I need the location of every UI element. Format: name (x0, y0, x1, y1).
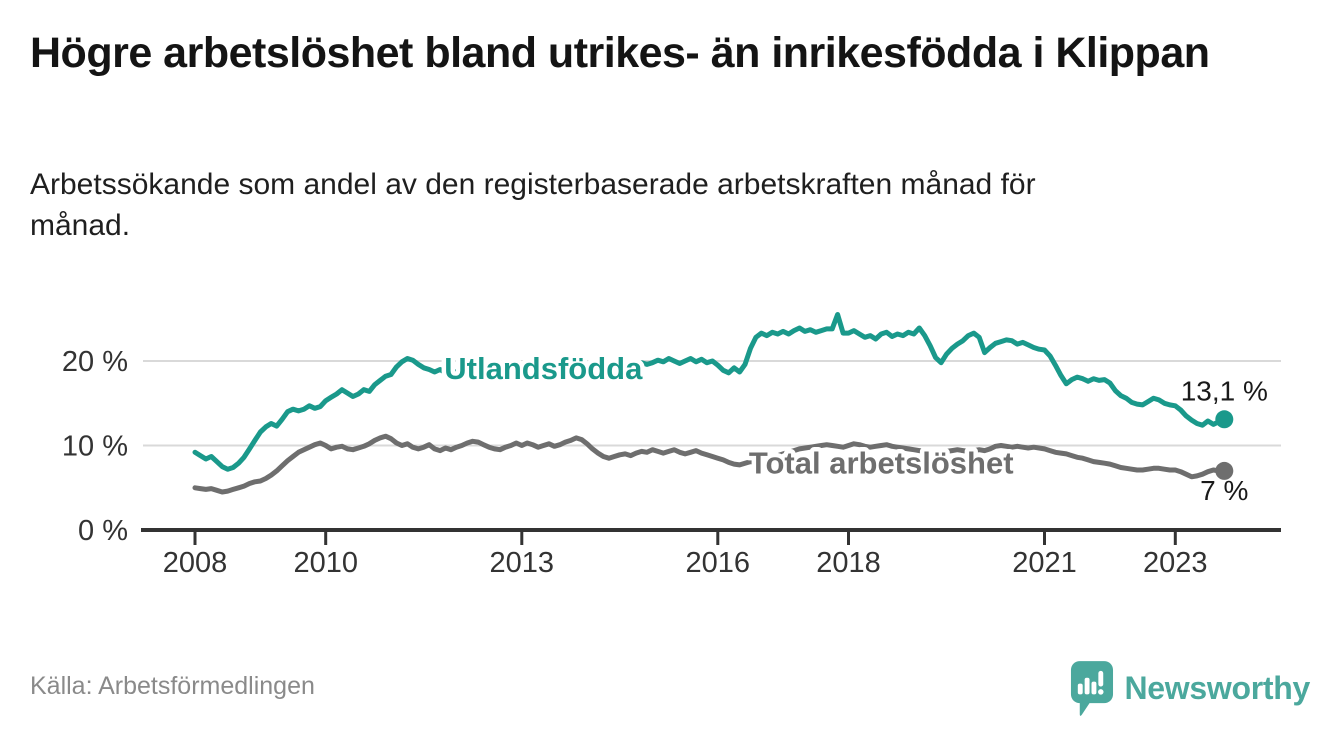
y-tick-label-20: 20 % (62, 346, 128, 378)
newsworthy-logo: Newsworthy (1069, 660, 1311, 716)
y-tick-label-10: 10 % (62, 431, 128, 463)
series-end-value-utlandsfodda: 13,1 % (1181, 375, 1268, 406)
source-note: Källa: Arbetsförmedlingen (30, 672, 315, 700)
page-subtitle: Arbetssökande som andel av den registerb… (30, 168, 1036, 243)
x-tick-label-2016: 2016 (686, 547, 751, 579)
series-end-dot-utlandsfodda (1215, 410, 1234, 429)
series-end-value-total-arbetsloshet: 7 % (1200, 475, 1248, 506)
x-tick-label-2010: 2010 (293, 547, 358, 579)
x-tick-label-2023: 2023 (1143, 547, 1208, 579)
x-tick-label-2013: 2013 (490, 547, 555, 579)
x-tick-label-2008: 2008 (163, 547, 228, 579)
series-end-dot-total-arbetsloshet (1215, 461, 1234, 480)
series-line-total-arbetsloshet (192, 433, 1227, 495)
page-title: Högre arbetslöshet bland utrikes- än inr… (30, 29, 1210, 77)
speech-bubble-bar-chart-icon (1070, 661, 1113, 716)
y-tick-label-0: 0 % (78, 515, 128, 547)
brand-name: Newsworthy (1124, 669, 1311, 706)
series-label-total-arbetsloshet: Total arbetslöshet (749, 445, 1014, 480)
series-label-utlandsfodda: Utlandsfödda (444, 351, 643, 386)
x-tick-label-2021: 2021 (1012, 547, 1077, 579)
series-line-utlandsfodda (192, 312, 1227, 472)
x-tick-label-2018: 2018 (816, 547, 881, 579)
